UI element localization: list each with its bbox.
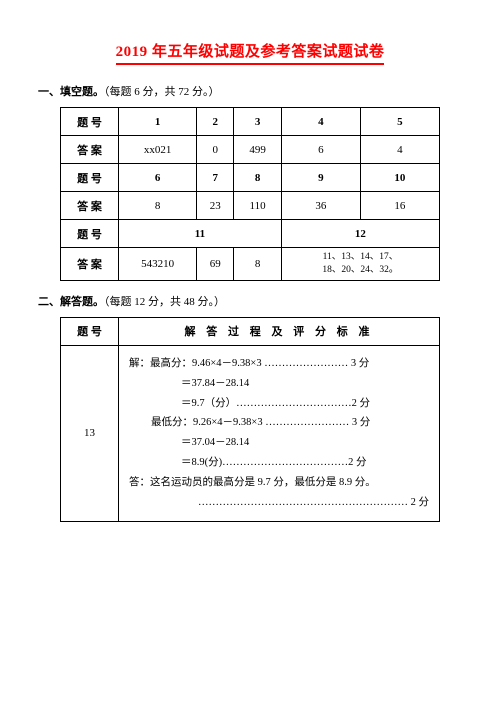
dots: ……………………………2 分 (236, 398, 370, 409)
solution-line: 解：最高分：9.46×4－9.38×3 …………………… 3 分 (129, 354, 429, 374)
table-row: 答 案 8 23 110 36 16 (61, 192, 440, 220)
cell: 12 (281, 220, 439, 248)
cell: 1 (119, 108, 197, 136)
multi-line1: 11、13、14、17、 (323, 252, 399, 262)
title-wrap: 2019 年五年级试题及参考答案试题试卷 (38, 40, 462, 65)
section2-heading-rest: （每题 12 分，共 48 分。） (104, 296, 225, 308)
cell: 3 (234, 108, 281, 136)
cell: 36 (281, 192, 360, 220)
section1-heading: 一、填空题。（每题 6 分，共 72 分。） (38, 83, 462, 99)
text: ＝37.04－28.14 (129, 433, 249, 453)
table-row: 题 号 解 答 过 程 及 评 分 标 准 (61, 317, 440, 345)
cell: 7 (197, 164, 234, 192)
solution-line: ＝8.9(分)………………………………2 分 (129, 453, 429, 473)
dots: …………………… 3 分 (263, 417, 371, 428)
cell: 11 (119, 220, 282, 248)
table-row: 题 号 1 2 3 4 5 (61, 108, 440, 136)
text: 9.46×4－9.38×3 (192, 358, 262, 369)
label-qnum: 题 号 (61, 220, 119, 248)
text: 答：这名运动员的最高分是 9.7 分，最低分是 8.9 分。 (129, 477, 376, 488)
solution-qnum: 13 (61, 345, 119, 522)
section2-heading-bold: 二、解答题。 (38, 296, 104, 308)
solution-line: …………………………………………………… 2 分 (129, 493, 429, 513)
solution-table: 题 号 解 答 过 程 及 评 分 标 准 13 解：最高分：9.46×4－9.… (60, 317, 440, 523)
text: 解：最高分： (129, 358, 192, 369)
cell: 4 (281, 108, 360, 136)
label-ans: 答 案 (61, 192, 119, 220)
page-title: 2019 年五年级试题及参考答案试题试卷 (116, 40, 385, 65)
cell: 0 (197, 136, 234, 164)
cell: 6 (119, 164, 197, 192)
section1-heading-bold: 一、填空题。 (38, 86, 104, 98)
section2-heading: 二、解答题。（每题 12 分，共 48 分。） (38, 293, 462, 309)
text: ＝9.7（分） (129, 394, 236, 414)
solution-line: 最低分：9.26×4－9.38×3 …………………… 3 分 (129, 413, 429, 433)
solution-line: ＝37.04－28.14 (129, 433, 429, 453)
cell: 4 (360, 136, 439, 164)
label-qnum: 题 号 (61, 164, 119, 192)
cell: 23 (197, 192, 234, 220)
cell: 499 (234, 136, 281, 164)
text: ＝37.84－28.14 (129, 374, 249, 394)
cell: 6 (281, 136, 360, 164)
table-row: 题 号 11 12 (61, 220, 440, 248)
dots: …………………… 3 分 (262, 358, 370, 369)
solution-body: 解：最高分：9.46×4－9.38×3 …………………… 3 分 ＝37.84－… (119, 345, 440, 522)
label-qnum: 题 号 (61, 108, 119, 136)
table-row: 题 号 6 7 8 9 10 (61, 164, 440, 192)
table-row: 答 案 543210 69 8 11、13、14、17、 18、20、24、32… (61, 248, 440, 281)
multi-line2: 18、20、24、32。 (322, 265, 398, 275)
document-page: 2019 年五年级试题及参考答案试题试卷 一、填空题。（每题 6 分，共 72 … (0, 0, 500, 706)
text: 9.26×4－9.38×3 (193, 417, 263, 428)
cell: 69 (197, 248, 234, 281)
cell: 8 (234, 164, 281, 192)
table-row: 13 解：最高分：9.46×4－9.38×3 …………………… 3 分 ＝37.… (61, 345, 440, 522)
cell: xx021 (119, 136, 197, 164)
section1-heading-rest: （每题 6 分，共 72 分。） (104, 86, 220, 98)
cell-multi: 11、13、14、17、 18、20、24、32。 (281, 248, 439, 281)
answer-table: 题 号 1 2 3 4 5 答 案 xx021 0 499 6 4 题 号 6 … (60, 107, 440, 281)
cell: 8 (119, 192, 197, 220)
cell: 543210 (119, 248, 197, 281)
label-ans: 答 案 (61, 136, 119, 164)
cell: 10 (360, 164, 439, 192)
col-std: 解 答 过 程 及 评 分 标 准 (119, 317, 440, 345)
cell: 5 (360, 108, 439, 136)
dots: ………………………………2 分 (222, 457, 366, 468)
solution-line: ＝9.7（分）……………………………2 分 (129, 394, 429, 414)
cell: 16 (360, 192, 439, 220)
cell: 8 (234, 248, 281, 281)
table-row: 答 案 xx021 0 499 6 4 (61, 136, 440, 164)
cell: 2 (197, 108, 234, 136)
cell: 110 (234, 192, 281, 220)
solution-line: 答：这名运动员的最高分是 9.7 分，最低分是 8.9 分。 (129, 473, 429, 493)
solution-line: ＝37.84－28.14 (129, 374, 429, 394)
label-ans: 答 案 (61, 248, 119, 281)
text: ＝8.9(分) (129, 453, 222, 473)
col-qnum: 题 号 (61, 317, 119, 345)
cell: 9 (281, 164, 360, 192)
dots: …………………………………………………… 2 分 (198, 497, 429, 508)
text: 最低分： (129, 413, 193, 433)
